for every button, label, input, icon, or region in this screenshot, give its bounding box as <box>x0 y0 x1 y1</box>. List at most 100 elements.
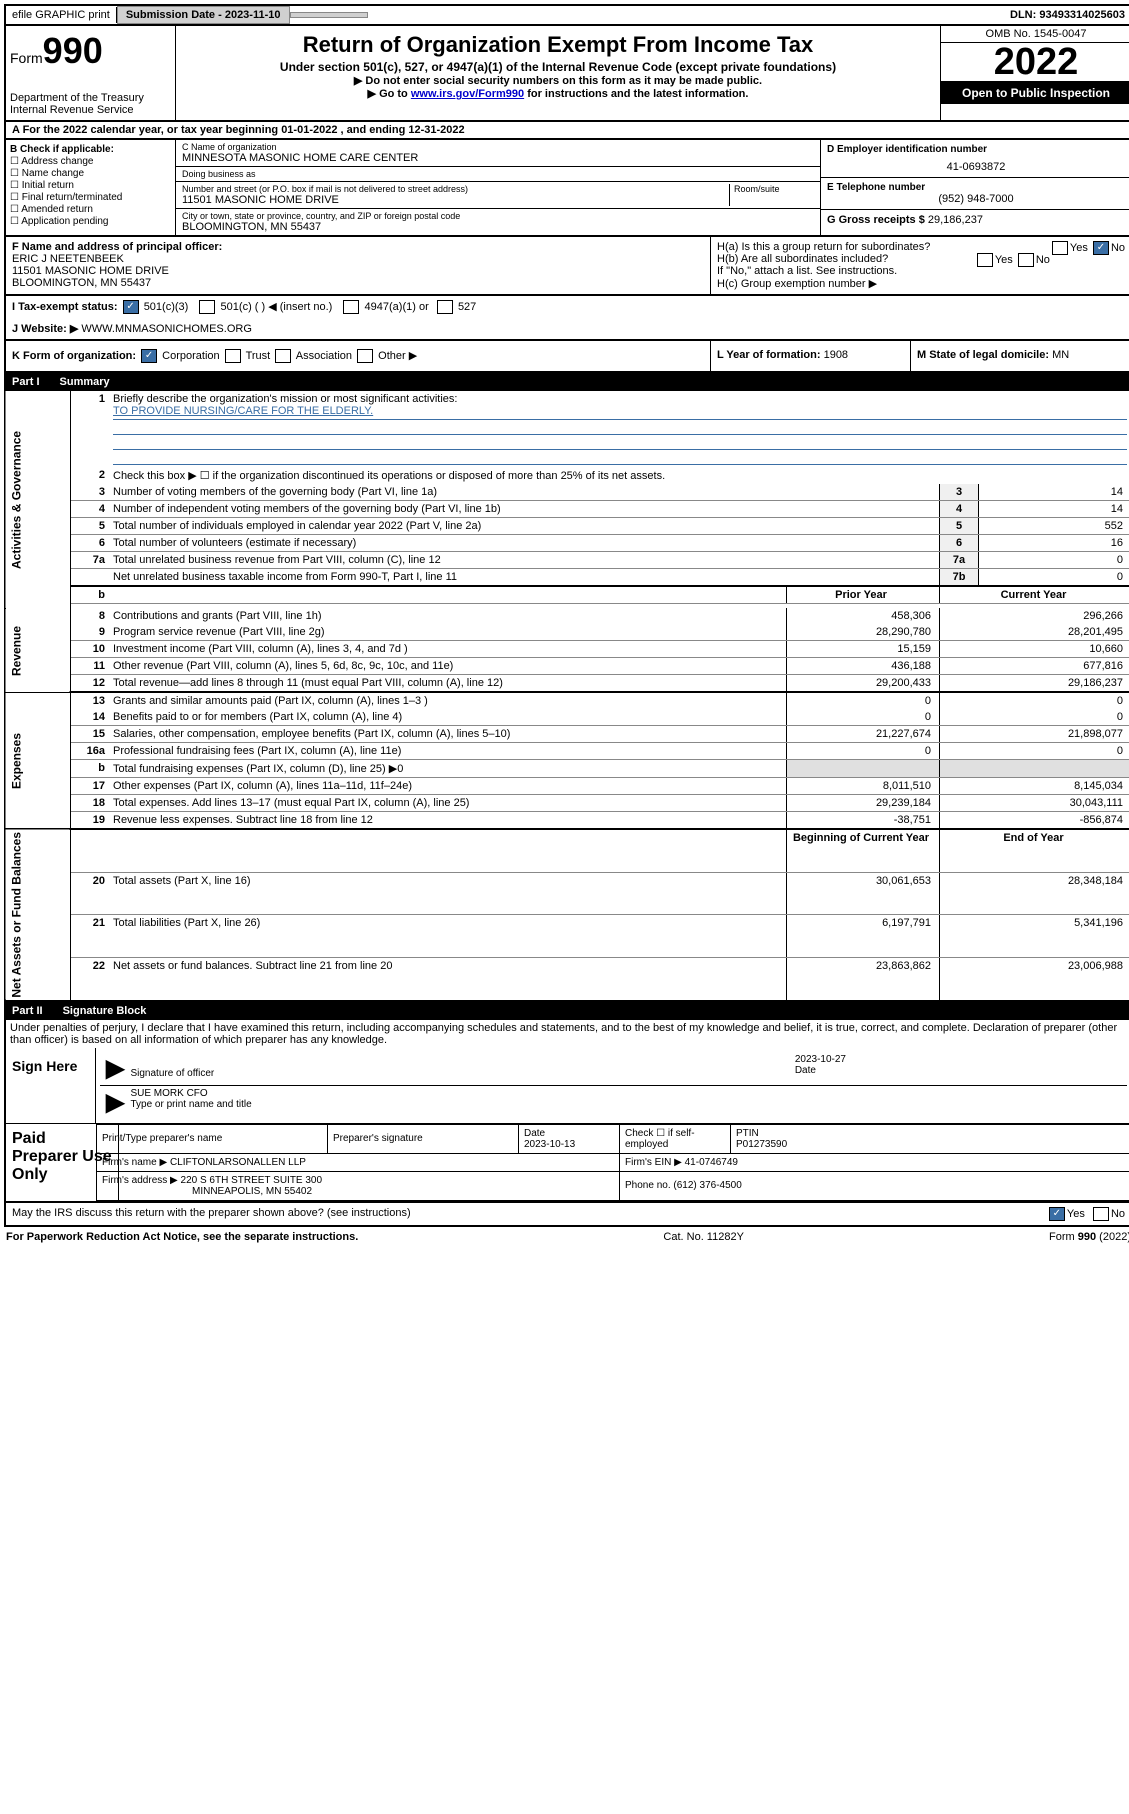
line-num: 22 <box>71 957 110 1001</box>
discuss-answer: ✓Yes No <box>1047 1207 1125 1221</box>
end-val: 28,348,184 <box>940 873 1129 915</box>
current-val: 8,145,034 <box>940 778 1129 795</box>
note-link: ▶ Go to www.irs.gov/Form990 for instruct… <box>180 87 936 100</box>
ha-row: H(a) Is this a group return for subordin… <box>717 241 1125 253</box>
cb-501c[interactable] <box>199 300 215 314</box>
line-num: 13 <box>71 692 110 709</box>
prior-val: 29,200,433 <box>787 675 940 693</box>
cb-corp[interactable]: ✓ <box>141 349 157 363</box>
line-val: 552 <box>979 518 1129 535</box>
website-label: J Website: ▶ <box>12 323 78 335</box>
current-val-grey <box>940 760 1129 778</box>
prior-val: 21,227,674 <box>787 726 940 743</box>
mission-value: TO PROVIDE NURSING/CARE FOR THE ELDERLY. <box>113 405 1127 420</box>
efile-label: efile GRAPHIC print <box>6 7 117 23</box>
side-expenses: Expenses <box>5 692 71 829</box>
ha-yes[interactable] <box>1052 241 1068 255</box>
cb-address-change[interactable]: ☐ Address change <box>10 156 171 167</box>
discuss-yes[interactable]: ✓ <box>1049 1207 1065 1221</box>
line-num: 7a <box>71 552 110 569</box>
hb-no[interactable] <box>1018 253 1034 267</box>
officer-sig-cell: Signature of officer <box>130 1054 794 1083</box>
line-desc: Total fundraising expenses (Part IX, col… <box>109 760 787 778</box>
cb-final-return[interactable]: ☐ Final return/terminated <box>10 192 171 203</box>
line-desc: Benefits paid to or for members (Part IX… <box>109 709 787 726</box>
line-num: 8 <box>71 608 110 624</box>
current-val: 0 <box>940 692 1129 709</box>
name-title-label: Type or print name and title <box>130 1099 251 1110</box>
prior-header: Prior Year <box>787 586 940 604</box>
cb-initial-return[interactable]: ☐ Initial return <box>10 180 171 191</box>
date-label: Date <box>795 1065 816 1076</box>
line-desc: Total expenses. Add lines 13–17 (must eq… <box>109 795 787 812</box>
blank-btn[interactable] <box>290 12 368 18</box>
dba-label: Doing business as <box>182 169 814 179</box>
discuss-no[interactable] <box>1093 1207 1109 1221</box>
sig-date: 2023-10-27 <box>795 1054 1127 1065</box>
cb-trust[interactable] <box>225 349 241 363</box>
phone-value: (612) 376-4500 <box>673 1180 741 1191</box>
cb-other[interactable] <box>357 349 373 363</box>
begin-val: 23,863,862 <box>787 957 940 1001</box>
gross-block: G Gross receipts $ 29,186,237 <box>821 210 1129 230</box>
city-label: City or town, state or province, country… <box>182 211 814 221</box>
form-subtitle: Under section 501(c), 527, or 4947(a)(1)… <box>180 60 936 74</box>
phone-label: Phone no. <box>625 1180 671 1191</box>
cb-501c3[interactable]: ✓ <box>123 300 139 314</box>
firm-addr2: MINNEAPOLIS, MN 55402 <box>102 1186 312 1197</box>
declaration: Under penalties of perjury, I declare th… <box>4 1020 1129 1048</box>
line-desc: Revenue less expenses. Subtract line 18 … <box>109 812 787 830</box>
cb-label: Initial return <box>22 180 74 191</box>
ha-no[interactable]: ✓ <box>1093 241 1109 255</box>
prior-val-grey <box>787 760 940 778</box>
line-desc: Total assets (Part X, line 16) <box>109 873 787 915</box>
line-num: 14 <box>71 709 110 726</box>
current-header: Current Year <box>940 586 1129 604</box>
line-num: 11 <box>71 658 110 675</box>
sig-officer-label: Signature of officer <box>130 1068 214 1079</box>
sign-here-content: ▶ Signature of officer 2023-10-27 Date ▶… <box>96 1048 1129 1123</box>
col-d-contact: D Employer identification number 41-0693… <box>821 140 1129 235</box>
cb-name-change[interactable]: ☐ Name change <box>10 168 171 179</box>
m-label: M State of legal domicile: <box>917 349 1049 361</box>
part2-header: Part II Signature Block <box>4 1002 1129 1020</box>
line-box: 7b <box>940 569 979 587</box>
tel-value: (952) 948-7000 <box>827 193 1125 205</box>
city-block: City or town, state or province, country… <box>176 209 820 235</box>
hb-yes[interactable] <box>977 253 993 267</box>
dln-label: DLN: 93493314025603 <box>1004 7 1129 23</box>
addr-value: 11501 MASONIC HOME DRIVE <box>182 194 729 206</box>
current-val: 10,660 <box>940 641 1129 658</box>
ein-label: D Employer identification number <box>827 144 1125 155</box>
cb-527[interactable] <box>437 300 453 314</box>
current-val: 677,816 <box>940 658 1129 675</box>
hb-label: H(b) Are all subordinates included? <box>717 253 888 265</box>
check-self-employed: Check ☐ if self-employed <box>620 1124 731 1153</box>
cb-app-pending[interactable]: ☐ Application pending <box>10 216 171 227</box>
cb-amended-return[interactable]: ☐ Amended return <box>10 204 171 215</box>
line-num: 10 <box>71 641 110 658</box>
line-box: 6 <box>940 535 979 552</box>
part1-title: Summary <box>60 376 110 388</box>
irs-link[interactable]: www.irs.gov/Form990 <box>411 88 524 100</box>
submission-date-btn[interactable]: Submission Date - 2023-11-10 <box>117 6 290 24</box>
header-right: OMB No. 1545-0047 2022 Open to Public In… <box>941 26 1129 120</box>
note2-post: for instructions and the latest informat… <box>524 88 748 100</box>
end-header: End of Year <box>940 829 1129 873</box>
addr-label: Number and street (or P.O. box if mail i… <box>182 184 729 194</box>
cb-4947[interactable] <box>343 300 359 314</box>
opt-other: Other ▶ <box>378 350 417 362</box>
cb-assoc[interactable] <box>275 349 291 363</box>
opt-trust: Trust <box>246 350 271 362</box>
officer-name: ERIC J NEETENBEEK <box>12 253 124 265</box>
current-val: 296,266 <box>940 608 1129 624</box>
open-public-badge: Open to Public Inspection <box>941 82 1129 104</box>
cb-label: Application pending <box>21 216 108 227</box>
prior-val: 458,306 <box>787 608 940 624</box>
current-val: 21,898,077 <box>940 726 1129 743</box>
line-desc: Grants and similar amounts paid (Part IX… <box>109 692 787 709</box>
opt-4947: 4947(a)(1) or <box>365 301 429 313</box>
line-num: 19 <box>71 812 110 830</box>
prior-val: 28,290,780 <box>787 624 940 641</box>
form-header: Form990 Department of the Treasury Inter… <box>4 26 1129 122</box>
